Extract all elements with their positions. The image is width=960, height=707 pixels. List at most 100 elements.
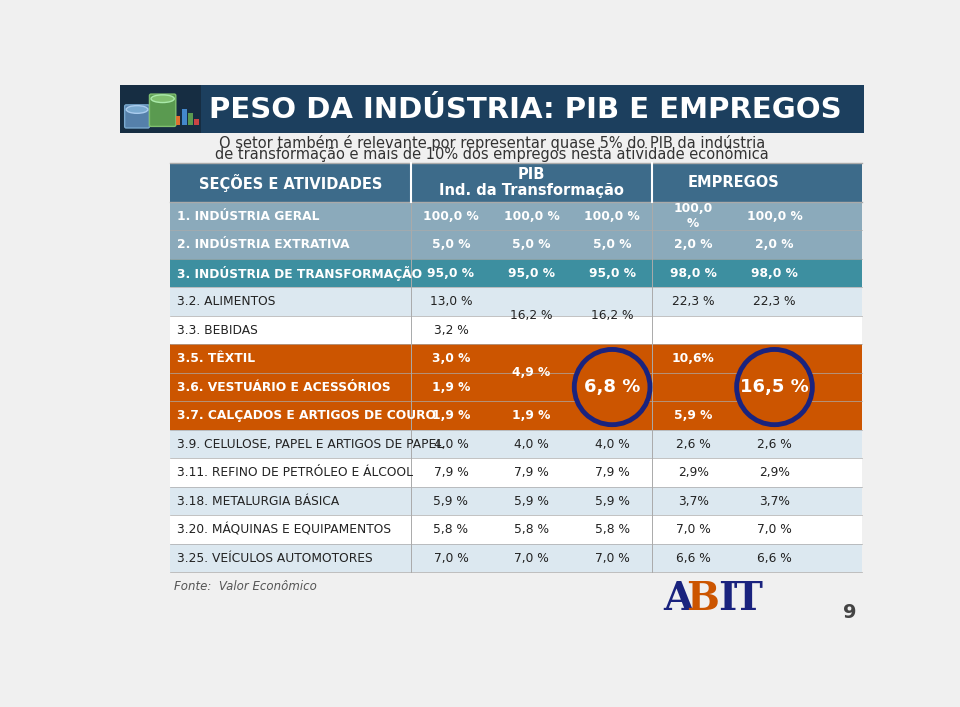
Text: B: B <box>686 580 719 618</box>
Text: 22,3 %: 22,3 % <box>754 295 796 308</box>
Text: A: A <box>662 580 693 618</box>
Text: 4,0 %: 4,0 % <box>515 438 549 450</box>
Text: Fonte:  Valor Econômico: Fonte: Valor Econômico <box>175 580 317 592</box>
FancyBboxPatch shape <box>182 110 186 125</box>
FancyBboxPatch shape <box>120 85 864 133</box>
Text: 7,0 %: 7,0 % <box>434 551 468 564</box>
Text: 5,0 %: 5,0 % <box>513 238 551 251</box>
Text: 7,0 %: 7,0 % <box>595 551 630 564</box>
Text: 16,2 %: 16,2 % <box>511 310 553 322</box>
Text: 3.6. VESTUÁRIO E ACESSÓRIOS: 3.6. VESTUÁRIO E ACESSÓRIOS <box>177 380 390 394</box>
Text: de transformação e mais de 10% dos empregos nesta atividade econômica: de transformação e mais de 10% dos empre… <box>215 146 769 162</box>
Text: 7,0 %: 7,0 % <box>676 523 710 536</box>
Text: 5,8 %: 5,8 % <box>433 523 468 536</box>
Text: 7,9 %: 7,9 % <box>434 466 468 479</box>
Circle shape <box>574 349 650 425</box>
FancyBboxPatch shape <box>170 373 862 402</box>
FancyBboxPatch shape <box>170 487 862 515</box>
Text: SEÇÕES E ATIVIDADES: SEÇÕES E ATIVIDADES <box>199 174 382 192</box>
Text: 9: 9 <box>843 603 856 622</box>
Text: 2,6 %: 2,6 % <box>676 438 710 450</box>
Text: 7,0 %: 7,0 % <box>515 551 549 564</box>
Text: 1. INDÚSTRIA GERAL: 1. INDÚSTRIA GERAL <box>177 209 319 223</box>
Text: 3.20. MÁQUINAS E EQUIPAMENTOS: 3.20. MÁQUINAS E EQUIPAMENTOS <box>177 523 391 536</box>
Text: Ind. da Transformação: Ind. da Transformação <box>439 183 624 198</box>
Text: 100,0 %: 100,0 % <box>504 209 560 223</box>
Text: 100,0 %: 100,0 % <box>585 209 640 223</box>
Text: 2,9%: 2,9% <box>759 466 790 479</box>
FancyBboxPatch shape <box>170 344 862 373</box>
Text: O setor também é relevante por representar quase 5% do PIB da indústria: O setor também é relevante por represent… <box>219 134 765 151</box>
Text: 3,2 %: 3,2 % <box>434 324 468 337</box>
FancyBboxPatch shape <box>120 85 202 133</box>
Text: 2. INDÚSTRIA EXTRATIVA: 2. INDÚSTRIA EXTRATIVA <box>177 238 349 251</box>
Text: 3.11. REFINO DE PETRÓLEO E ÁLCOOL: 3.11. REFINO DE PETRÓLEO E ÁLCOOL <box>177 466 413 479</box>
Text: 100,0 %: 100,0 % <box>747 209 803 223</box>
Text: 5,9 %: 5,9 % <box>515 494 549 508</box>
Text: 3,7%: 3,7% <box>678 494 708 508</box>
Text: 2,0 %: 2,0 % <box>674 238 712 251</box>
Text: 3. INDÚSTRIA DE TRANSFORMAÇÃO: 3. INDÚSTRIA DE TRANSFORMAÇÃO <box>177 266 421 281</box>
Text: 95,0 %: 95,0 % <box>427 267 474 279</box>
Text: 1,9 %: 1,9 % <box>513 409 551 422</box>
FancyBboxPatch shape <box>170 430 862 458</box>
Text: 2,6 %: 2,6 % <box>757 438 792 450</box>
FancyBboxPatch shape <box>170 458 862 487</box>
Text: 98,0 %: 98,0 % <box>751 267 798 279</box>
Text: 5,8 %: 5,8 % <box>594 523 630 536</box>
Text: 1,9 %: 1,9 % <box>432 380 470 394</box>
FancyBboxPatch shape <box>170 163 862 202</box>
FancyBboxPatch shape <box>188 113 193 125</box>
Text: 3,7%: 3,7% <box>759 494 790 508</box>
Text: T: T <box>733 580 762 618</box>
FancyBboxPatch shape <box>170 515 862 544</box>
Text: 4,0 %: 4,0 % <box>595 438 630 450</box>
FancyBboxPatch shape <box>170 259 862 287</box>
Text: 6,8 %: 6,8 % <box>584 378 640 396</box>
Text: 3.3. BEBIDAS: 3.3. BEBIDAS <box>177 324 257 337</box>
Text: 2,0 %: 2,0 % <box>756 238 794 251</box>
Text: 3.18. METALURGIA BÁSICA: 3.18. METALURGIA BÁSICA <box>177 494 339 508</box>
Text: 22,3 %: 22,3 % <box>672 295 714 308</box>
Text: 6,6 %: 6,6 % <box>757 551 792 564</box>
Text: 3.7. CALÇADOS E ARTIGOS DE COURO: 3.7. CALÇADOS E ARTIGOS DE COURO <box>177 409 436 422</box>
FancyBboxPatch shape <box>170 202 862 230</box>
FancyBboxPatch shape <box>176 116 180 125</box>
Text: 95,0 %: 95,0 % <box>588 267 636 279</box>
Text: EMPREGOS: EMPREGOS <box>688 175 780 190</box>
Text: 16,2 %: 16,2 % <box>590 310 634 322</box>
Text: 2,9%: 2,9% <box>678 466 708 479</box>
Text: 5,0 %: 5,0 % <box>432 238 470 251</box>
Ellipse shape <box>151 95 175 103</box>
Text: 5,9 %: 5,9 % <box>434 494 468 508</box>
FancyBboxPatch shape <box>194 119 199 125</box>
Text: 4,9 %: 4,9 % <box>513 366 551 380</box>
FancyBboxPatch shape <box>170 316 862 344</box>
Text: 3,0 %: 3,0 % <box>432 352 470 365</box>
FancyBboxPatch shape <box>150 94 176 127</box>
Text: 98,0 %: 98,0 % <box>670 267 716 279</box>
Text: 3.25. VEÍCULOS AUTOMOTORES: 3.25. VEÍCULOS AUTOMOTORES <box>177 551 372 564</box>
Text: 6,6 %: 6,6 % <box>676 551 710 564</box>
Text: 5,9 %: 5,9 % <box>674 409 712 422</box>
Text: 13,0 %: 13,0 % <box>430 295 472 308</box>
Text: 10,6%: 10,6% <box>672 352 714 365</box>
FancyBboxPatch shape <box>170 544 862 572</box>
FancyBboxPatch shape <box>170 402 862 430</box>
Text: 7,9 %: 7,9 % <box>515 466 549 479</box>
Text: 3.5. TÊXTIL: 3.5. TÊXTIL <box>177 352 254 365</box>
Text: 95,0 %: 95,0 % <box>508 267 555 279</box>
Text: 4,0 %: 4,0 % <box>434 438 468 450</box>
Text: 7,9 %: 7,9 % <box>595 466 630 479</box>
FancyBboxPatch shape <box>170 287 862 316</box>
Text: 100,0 %: 100,0 % <box>423 209 479 223</box>
Text: PIB: PIB <box>517 168 545 182</box>
Text: PESO DA INDÚSTRIA: PIB E EMPREGOS: PESO DA INDÚSTRIA: PIB E EMPREGOS <box>209 96 842 124</box>
Text: 16,5 %: 16,5 % <box>740 378 809 396</box>
Text: 7,0 %: 7,0 % <box>757 523 792 536</box>
Text: I: I <box>718 580 736 618</box>
Ellipse shape <box>126 105 148 113</box>
Text: 1,9 %: 1,9 % <box>432 409 470 422</box>
Text: 5,9 %: 5,9 % <box>594 494 630 508</box>
Text: 5,8 %: 5,8 % <box>514 523 549 536</box>
